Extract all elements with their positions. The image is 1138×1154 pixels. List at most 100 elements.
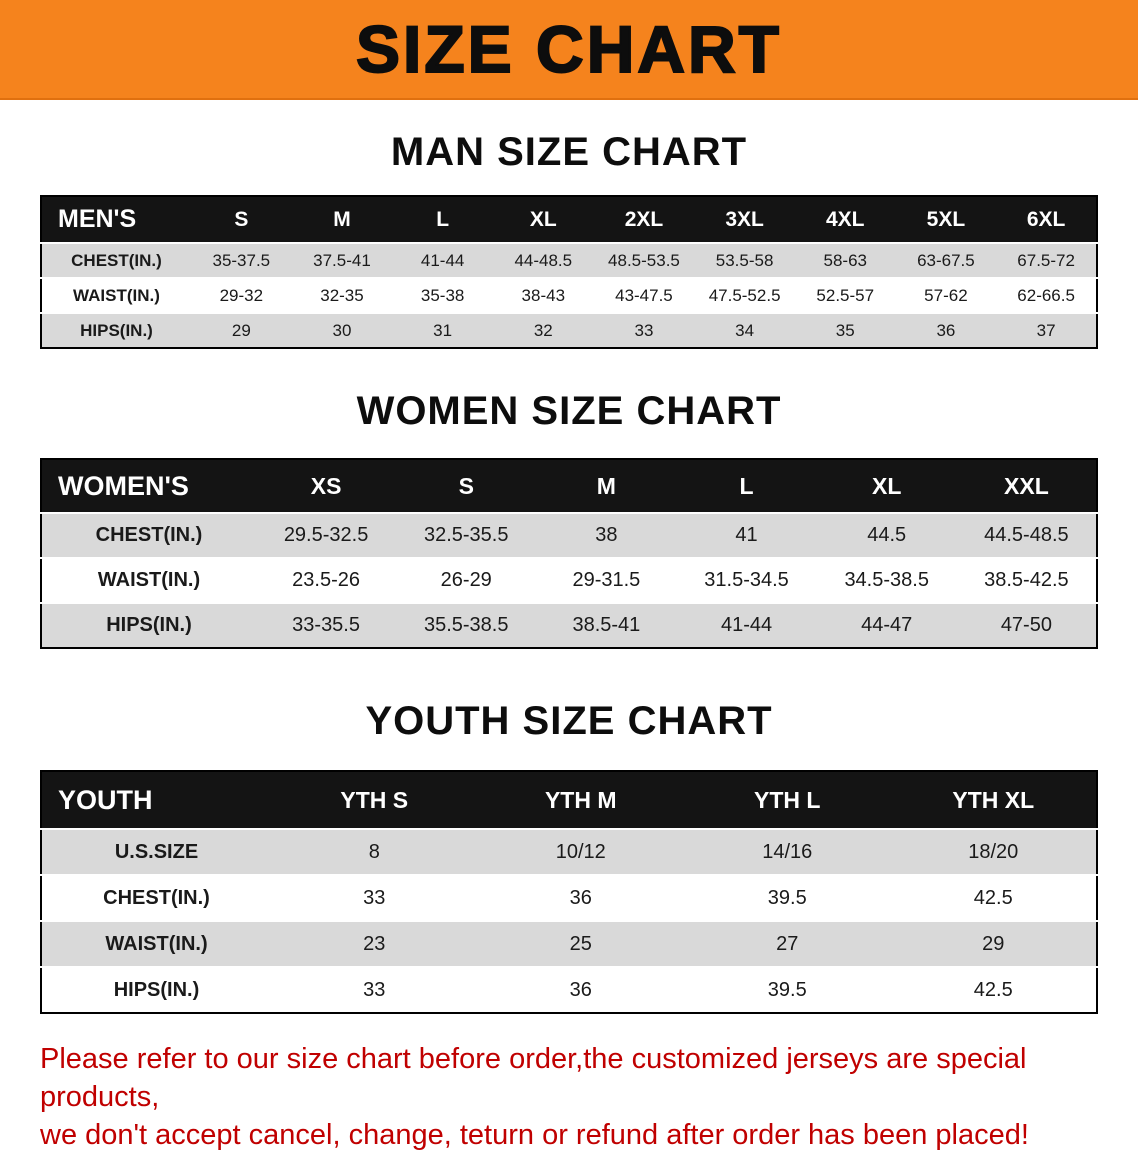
- table-corner-label: WOMEN'S: [41, 459, 256, 513]
- cell-value: 47-50: [1000, 614, 1052, 636]
- cell-value: 33: [634, 320, 654, 340]
- women-size-section: WOMEN SIZE CHART WOMEN'S XS S M L XL XXL CHEST…: [0, 389, 1138, 649]
- column-header: L: [676, 459, 817, 513]
- cell-value: 30: [332, 320, 352, 340]
- cell-value: 32-35: [320, 285, 364, 305]
- cell-value: 8: [368, 840, 380, 863]
- row-label: WAIST(IN.): [73, 285, 160, 305]
- column-header: YTH M: [477, 771, 684, 829]
- cell-value: 29: [231, 320, 251, 340]
- row-label: HIPS(IN.): [113, 978, 200, 1001]
- youth-table-body: U.S.SIZE 8 10/12 14/16 18/20 CHEST(IN.) 33 36 39…: [41, 829, 1097, 1013]
- table-row: HIPS(IN.) 33 36 39.5 42.5: [41, 967, 1097, 1013]
- cell-value: 18/20: [968, 840, 1019, 863]
- column-header: XL: [816, 459, 957, 513]
- banner: SIZE CHART: [0, 0, 1138, 100]
- row-label: CHEST(IN.): [95, 524, 203, 546]
- cell-value: 42.5: [973, 978, 1013, 1001]
- column-header: YTH L: [684, 771, 891, 829]
- cell-value: 33: [363, 978, 386, 1001]
- column-header: 3XL: [694, 196, 795, 243]
- youth-section-title: YOUTH SIZE CHART: [365, 699, 773, 743]
- cell-value: 34.5-38.5: [844, 569, 929, 591]
- cell-value: 36: [569, 886, 592, 909]
- cell-value: 35.5-38.5: [423, 614, 509, 636]
- men-size-section: MAN SIZE CHART MEN'S S M L XL 2XL 3XL 4XL 5XL 6XL…: [0, 130, 1138, 349]
- column-header: 4XL: [794, 196, 896, 243]
- cell-value: 29-32: [219, 285, 264, 305]
- column-header: L: [392, 196, 493, 243]
- cell-value: 44.5-48.5: [984, 524, 1069, 546]
- cell-value: 25: [569, 932, 592, 955]
- column-header: 6XL: [996, 196, 1097, 243]
- cell-value: 44-47: [861, 614, 913, 636]
- cell-value: 41-44: [720, 614, 773, 636]
- cell-value: 63-67.5: [917, 250, 975, 270]
- cell-value: 41-44: [420, 250, 465, 270]
- cell-value: 33-35.5: [292, 614, 360, 636]
- column-header: XXL: [956, 459, 1097, 513]
- column-header: S: [396, 459, 537, 513]
- cell-value: 57-62: [924, 285, 968, 305]
- women-size-table: WOMEN'S XS S M L XL XXL CHEST(IN.) 29.5-32.5 32.…: [40, 458, 1098, 649]
- youth-size-table: YOUTH YTH S YTH M YTH L YTH XL U.S.SIZE 8 10/1…: [40, 770, 1098, 1014]
- youth-size-section: YOUTH SIZE CHART YOUTH YTH S YTH M YTH L YTH…: [0, 699, 1138, 1014]
- table-row: WAIST(IN.) 29-32 32-35 35-38 38-43 43-47.5 47.…: [41, 278, 1097, 313]
- cell-value: 34: [735, 320, 755, 340]
- women-header-row: WOMEN'S XS S M L XL XXL: [41, 459, 1097, 513]
- column-header: S: [191, 196, 292, 243]
- cell-value: 39.5: [767, 978, 807, 1001]
- cell-value: 27: [776, 932, 799, 955]
- column-header: YTH S: [271, 771, 478, 829]
- cell-value: 38: [595, 524, 618, 546]
- cell-value: 41: [735, 524, 758, 546]
- cell-value: 26-29: [440, 569, 492, 591]
- cell-value: 43-47.5: [615, 285, 673, 305]
- cell-value: 67.5-72: [1017, 250, 1075, 270]
- cell-value: 53.5-58: [715, 250, 774, 270]
- row-label: HIPS(IN.): [106, 614, 192, 636]
- cell-value: 42.5: [973, 886, 1013, 909]
- column-header: 5XL: [895, 196, 997, 243]
- cell-value: 35: [835, 320, 855, 340]
- column-header: M: [291, 196, 393, 243]
- row-label: WAIST(IN.): [97, 569, 201, 591]
- table-row: CHEST(IN.) 29.5-32.5 32.5-35.5 38 41 44.5 44.5…: [41, 513, 1097, 558]
- cell-value: 47.5-52.5: [708, 285, 781, 305]
- cell-value: 52.5-57: [816, 285, 875, 305]
- cell-value: 38.5-41: [572, 614, 641, 636]
- column-header: XS: [256, 459, 397, 513]
- cell-value: 10/12: [555, 840, 606, 863]
- cell-value: 31: [433, 320, 453, 340]
- cell-value: 35-37.5: [212, 250, 271, 270]
- women-table-head: WOMEN'S XS S M L XL XXL: [41, 459, 1097, 513]
- cell-value: 23: [363, 932, 386, 955]
- table-corner-label: MEN'S: [41, 196, 191, 243]
- women-section-title: WOMEN SIZE CHART: [356, 389, 782, 433]
- table-row: CHEST(IN.) 33 36 39.5 42.5: [41, 875, 1097, 921]
- cell-value: 35-38: [420, 285, 465, 305]
- youth-header-row: YOUTH YTH S YTH M YTH L YTH XL: [41, 771, 1097, 829]
- cell-value: 33: [363, 886, 386, 909]
- cell-value: 37: [1036, 320, 1056, 340]
- cell-value: 36: [936, 320, 956, 340]
- disclaimer-line-1: Please refer to our size chart before or…: [40, 1043, 1027, 1113]
- row-label: WAIST(IN.): [105, 932, 208, 955]
- table-row: WAIST(IN.) 23 25 27 29: [41, 921, 1097, 967]
- disclaimer: Please refer to our size chart before or…: [40, 1040, 1118, 1154]
- cell-value: 31.5-34.5: [704, 569, 789, 591]
- men-table-head: MEN'S S M L XL 2XL 3XL 4XL 5XL 6XL: [41, 196, 1097, 243]
- cell-value: 29.5-32.5: [283, 524, 369, 546]
- cell-value: 32: [533, 320, 553, 340]
- row-label: HIPS(IN.): [80, 320, 153, 340]
- men-table-body: CHEST(IN.) 35-37.5 37.5-41 41-44 44-48.5 48.5…: [41, 243, 1097, 348]
- cell-value: 44-48.5: [514, 250, 573, 270]
- cell-value: 38-43: [521, 285, 566, 305]
- youth-table-head: YOUTH YTH S YTH M YTH L YTH XL: [41, 771, 1097, 829]
- cell-value: 44.5: [867, 524, 907, 546]
- cell-value: 14/16: [762, 840, 813, 863]
- cell-value: 58-63: [823, 250, 867, 270]
- cell-value: 39.5: [767, 886, 807, 909]
- cell-value: 37.5-41: [313, 250, 371, 270]
